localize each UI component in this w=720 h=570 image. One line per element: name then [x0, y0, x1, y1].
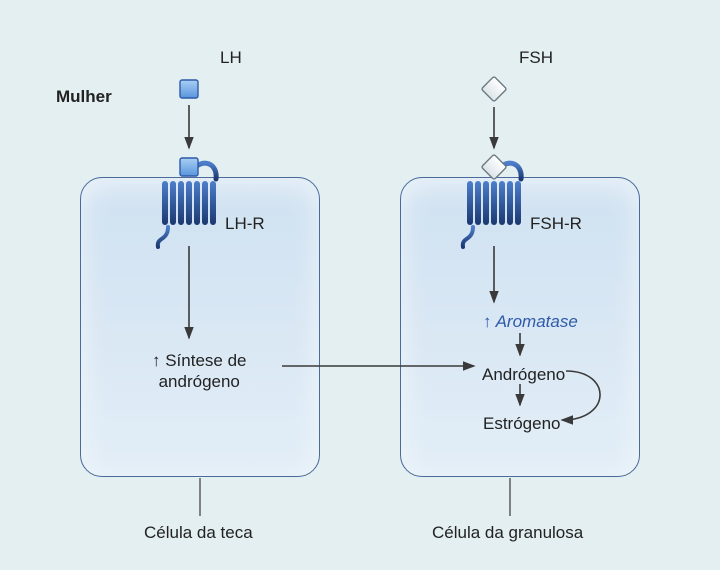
label-estrogeno: Estrógeno — [483, 414, 561, 434]
label-celula-granulosa: Célula da granulosa — [432, 523, 583, 543]
overlay-svg — [0, 0, 720, 570]
lh-ligand-free-icon — [180, 80, 198, 98]
label-fsh-r: FSH-R — [530, 214, 582, 234]
lh-ligand-bound-icon — [180, 158, 198, 176]
fsh-ligand-bound-icon — [481, 154, 506, 179]
arrow-aromatase-curve — [562, 371, 600, 420]
label-celula-teca: Célula da teca — [144, 523, 253, 543]
fsh-ligand-free-icon — [481, 76, 506, 101]
label-aromatase: ↑ Aromatase — [483, 312, 578, 332]
label-androgeno: Andrógeno — [482, 365, 565, 385]
label-lh: LH — [220, 48, 242, 68]
label-fsh: FSH — [519, 48, 553, 68]
diagram-root: Mulher LH FSH LH-R FSH-R ↑ Síntese de an… — [0, 0, 720, 570]
leader-lines — [200, 478, 510, 516]
label-sintese-line2: andrógeno — [159, 372, 240, 391]
label-sintese-line1: ↑ Síntese de — [152, 351, 247, 370]
label-lh-r: LH-R — [225, 214, 265, 234]
label-mulher: Mulher — [56, 87, 112, 107]
